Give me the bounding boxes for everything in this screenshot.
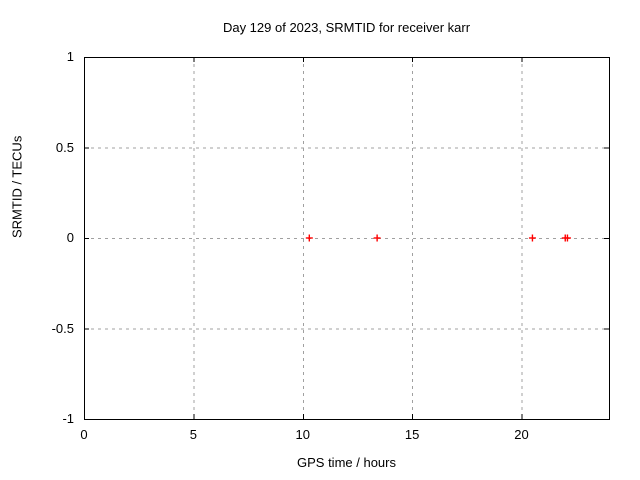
y-tick-label: -1	[62, 411, 74, 426]
y-tick-label: 0	[66, 230, 74, 245]
x-tick-label: 10	[295, 427, 310, 442]
y-tick-label: 1	[66, 49, 74, 64]
x-tick-label: 20	[514, 427, 529, 442]
y-tick-label: 0.5	[55, 139, 74, 155]
x-tick-label: 15	[404, 427, 420, 442]
x-axis-label: GPS time / hours	[297, 455, 396, 470]
gridlines	[84, 57, 609, 419]
x-tick-label: 5	[189, 427, 197, 442]
x-tick-label: 0	[80, 427, 88, 442]
y-tick-label: -0.5	[51, 320, 74, 336]
chart-title: Day 129 of 2023, SRMTID for receiver kar…	[222, 20, 471, 35]
axis-ticks	[84, 57, 609, 420]
series-srmtid	[305, 234, 571, 242]
